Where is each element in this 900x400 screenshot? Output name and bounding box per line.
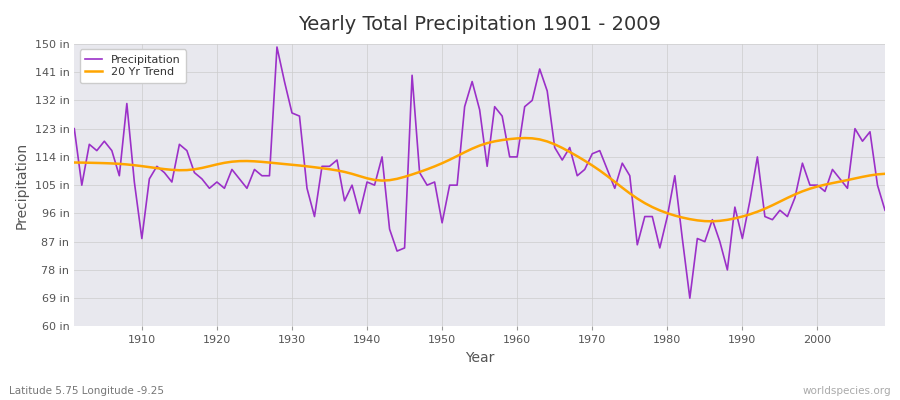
Precipitation — [69, 126, 80, 131]
Precipitation — [519, 104, 530, 109]
Legend: Precipitation, 20 Yr Trend: Precipitation, 20 Yr Trend — [80, 50, 186, 83]
20 Yr Trend — [339, 170, 350, 174]
20 Yr Trend — [294, 163, 305, 168]
Text: Latitude 5.75 Longitude -9.25: Latitude 5.75 Longitude -9.25 — [9, 386, 164, 396]
Precipitation — [512, 154, 523, 159]
Text: worldspecies.org: worldspecies.org — [803, 386, 891, 396]
20 Yr Trend — [512, 136, 523, 141]
Precipitation — [609, 186, 620, 191]
20 Yr Trend — [129, 163, 140, 168]
Line: Precipitation: Precipitation — [75, 47, 885, 298]
X-axis label: Year: Year — [465, 351, 494, 365]
20 Yr Trend — [609, 180, 620, 184]
20 Yr Trend — [69, 160, 80, 165]
20 Yr Trend — [706, 219, 717, 224]
20 Yr Trend — [504, 137, 515, 142]
Precipitation — [129, 180, 140, 184]
Line: 20 Yr Trend: 20 Yr Trend — [75, 138, 885, 221]
Y-axis label: Precipitation: Precipitation — [15, 142, 29, 229]
Title: Yearly Total Precipitation 1901 - 2009: Yearly Total Precipitation 1901 - 2009 — [298, 15, 662, 34]
20 Yr Trend — [519, 136, 530, 140]
20 Yr Trend — [879, 171, 890, 176]
Precipitation — [879, 208, 890, 213]
Precipitation — [302, 186, 312, 191]
Precipitation — [684, 296, 695, 300]
Precipitation — [272, 45, 283, 50]
Precipitation — [346, 183, 357, 188]
